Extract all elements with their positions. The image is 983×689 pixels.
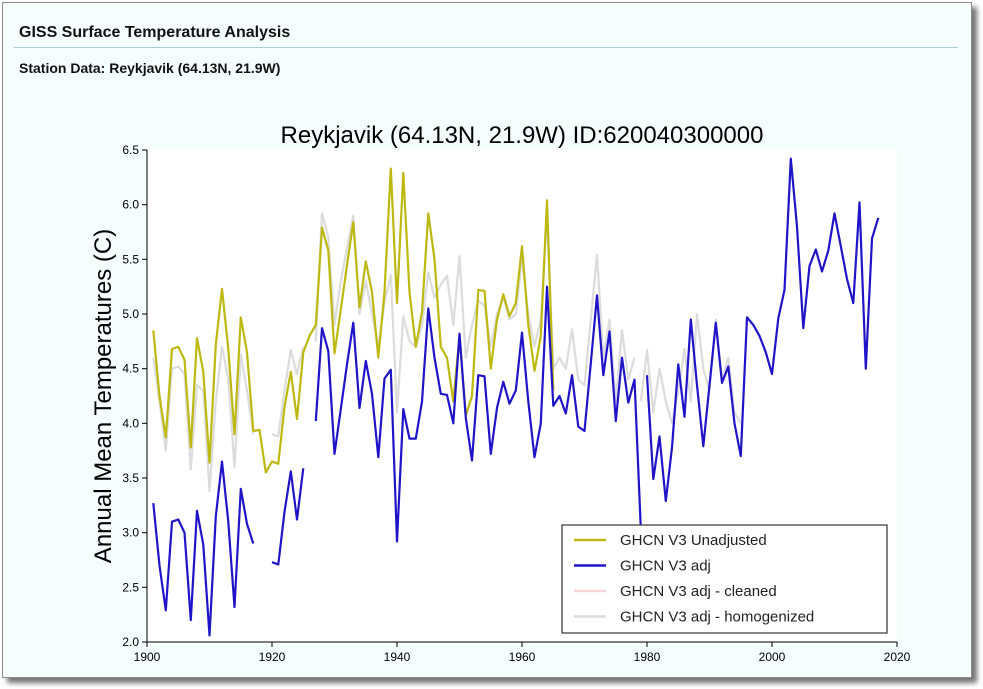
y-tick-label: 5.0 xyxy=(122,307,139,321)
legend: GHCN V3 Unadjusted GHCN V3 adj GHCN V3 adj… xyxy=(561,524,888,634)
x-tick-label: 1940 xyxy=(384,650,411,664)
series-line-3-seg-0 xyxy=(152,460,255,637)
x-tick-label: 1900 xyxy=(134,650,161,664)
x-tick-label: 1920 xyxy=(259,650,286,664)
y-tick-label: 2.0 xyxy=(122,635,139,649)
y-tick-label: 2.5 xyxy=(122,580,139,594)
x-tick-label: 2020 xyxy=(884,650,911,664)
title-divider xyxy=(14,47,958,48)
y-axis-label: Annual Mean Temperatures (C) xyxy=(90,229,117,563)
x-tick-label: 1980 xyxy=(634,650,661,664)
station-label: Station Data: Reykjavik (64.13N, 21.9W) xyxy=(19,60,281,76)
legend-label-2: GHCN V3 adj - cleaned xyxy=(620,583,777,600)
series-line-3-seg-2 xyxy=(314,285,642,543)
x-tick-label: 1960 xyxy=(509,650,536,664)
chart-title: Reykjavik (64.13N, 21.9W) ID:62004030000… xyxy=(281,122,764,149)
y-tick-label: 4.5 xyxy=(122,362,139,376)
x-tick-label: 2000 xyxy=(759,650,786,664)
series-line-0-seg-0 xyxy=(152,345,255,493)
series-line-0-seg-1 xyxy=(271,346,305,438)
legend-label-1: GHCN V3 adj xyxy=(620,558,711,575)
series-line-0-seg-3 xyxy=(639,312,742,425)
series-line-3-seg-1 xyxy=(271,468,305,566)
y-tick-label: 3.5 xyxy=(122,471,139,485)
series-line-2-seg-0 xyxy=(152,167,555,474)
series-line-3-seg-3 xyxy=(645,157,880,503)
legend-label-3: GHCN V3 adj - homogenized xyxy=(620,609,814,626)
page-title: GISS Surface Temperature Analysis xyxy=(19,24,291,41)
y-tick-label: 3.0 xyxy=(122,526,139,540)
y-tick-label: 6.5 xyxy=(122,143,139,157)
series-line-0-seg-2 xyxy=(314,212,636,414)
y-tick-label: 5.5 xyxy=(122,252,139,266)
y-tick-label: 6.0 xyxy=(122,198,139,212)
legend-box xyxy=(561,524,888,634)
legend-label-0: GHCN V3 Unadjusted xyxy=(620,532,767,549)
y-tick-label: 4.0 xyxy=(122,416,139,430)
